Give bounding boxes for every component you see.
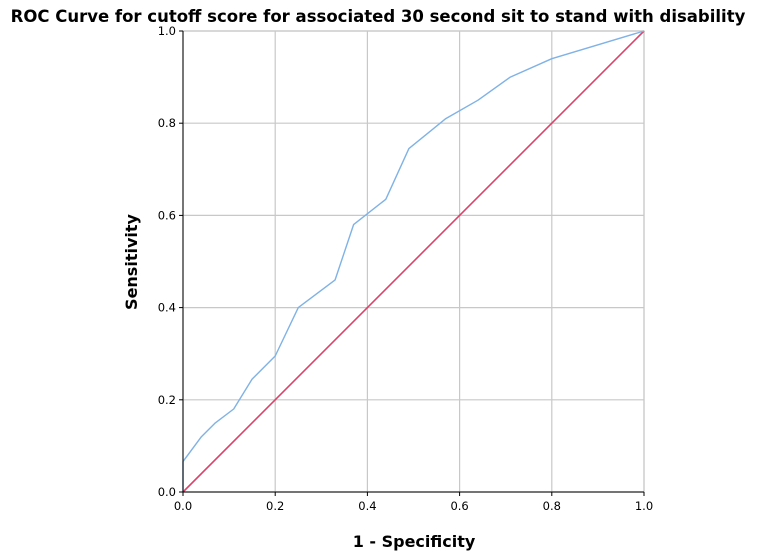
x-tick-label: 1.0 (635, 499, 653, 513)
y-tick-label: 1.0 (158, 24, 176, 38)
x-tick-label: 0.4 (358, 499, 376, 513)
y-axis-label: Sensitivity (122, 213, 141, 309)
y-tick-label: 0.4 (158, 301, 176, 315)
chart-title: ROC Curve for cutoff score for associate… (11, 7, 746, 26)
roc-curve-line (182, 30, 645, 492)
y-tick-label: 0.2 (158, 393, 176, 407)
y-tick-label: 0.6 (158, 208, 176, 222)
x-tick-label: 0.0 (174, 499, 192, 513)
x-axis: 0.0 0.2 0.4 0.6 0.8 1.0 (174, 491, 653, 513)
x-tick-label: 0.8 (543, 499, 561, 513)
reference-line (182, 30, 645, 493)
x-tick-label: 0.6 (450, 499, 468, 513)
plot-area (182, 30, 645, 493)
y-tick-label: 0.8 (158, 116, 176, 130)
x-axis-label: 1 - Specificity (353, 532, 476, 551)
y-axis: 0.0 0.2 0.4 0.6 0.8 1.0 (158, 24, 184, 499)
y-tick-label: 0.0 (158, 485, 176, 499)
x-tick-label: 0.2 (266, 499, 284, 513)
